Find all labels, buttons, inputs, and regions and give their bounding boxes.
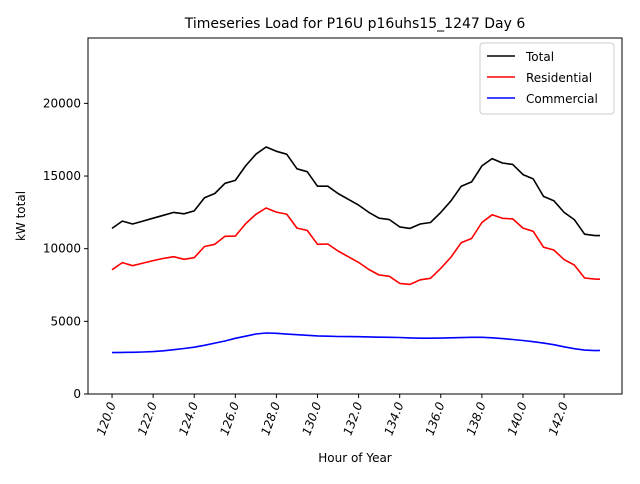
y-tick-label: 0 — [73, 387, 81, 401]
x-axis: 120.0 122.0 124.0 126.0 128.0 130.0 132.0 134.0… — [94, 394, 571, 437]
legend-label-total: Total — [525, 50, 554, 64]
legend-label-residential: Residential — [526, 71, 592, 85]
legend-label-commercial: Commercial — [526, 92, 598, 106]
x-tick-label: 142.0 — [546, 400, 571, 437]
x-tick-label: 132.0 — [341, 400, 366, 437]
x-tick-label: 134.0 — [382, 400, 407, 437]
x-tick-label: 140.0 — [505, 400, 530, 437]
y-tick-label: 15000 — [43, 169, 81, 183]
series-line-total — [111, 146, 600, 237]
legend: Total Residential Commercial — [479, 42, 615, 115]
y-axis: 0 5000 10000 15000 20000 — [43, 96, 88, 401]
x-tick-label: 130.0 — [299, 400, 324, 437]
y-tick-label: 10000 — [43, 242, 81, 256]
x-tick-label: 126.0 — [217, 400, 242, 437]
chart-title: Timeseries Load for P16U p16uhs15_1247 D… — [184, 16, 526, 32]
series-line-commercial — [111, 332, 601, 354]
y-axis-label: kW total — [14, 191, 28, 241]
y-tick-label: 5000 — [50, 314, 81, 328]
x-tick-label: 124.0 — [176, 400, 201, 437]
x-tick-label: 120.0 — [94, 400, 119, 437]
series-layer — [111, 146, 601, 354]
x-tick-label: 138.0 — [464, 400, 489, 437]
x-axis-label: Hour of Year — [318, 451, 392, 465]
x-tick-label: 128.0 — [258, 400, 283, 437]
x-tick-label: 122.0 — [135, 400, 160, 437]
legend-box — [479, 42, 615, 115]
series-line-residential — [111, 207, 601, 286]
plot-frame — [87, 37, 623, 395]
y-tick-label: 20000 — [43, 96, 81, 110]
x-tick-label: 136.0 — [423, 400, 448, 437]
